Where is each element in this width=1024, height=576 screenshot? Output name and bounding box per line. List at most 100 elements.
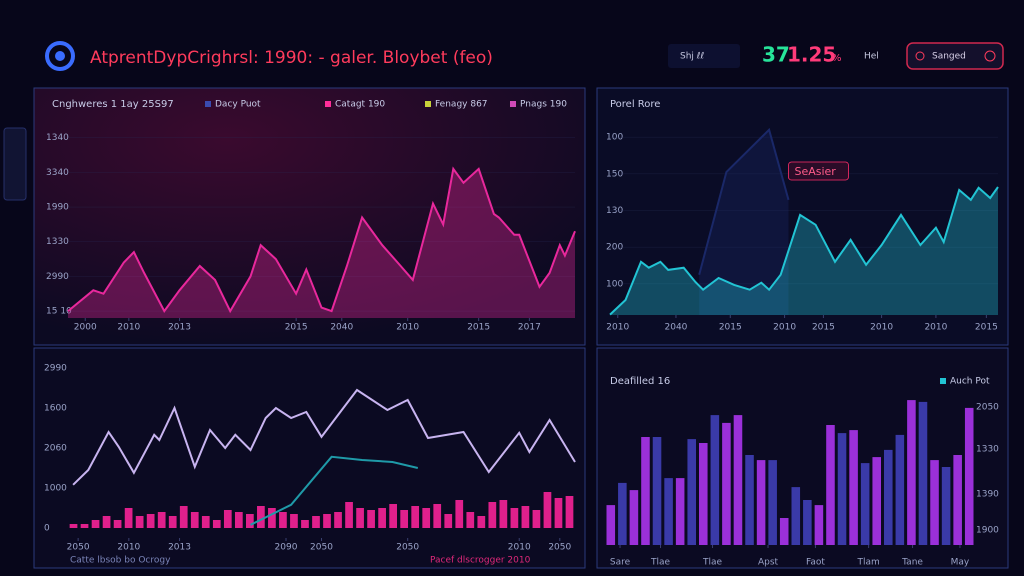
bar <box>69 524 78 528</box>
x-tick-label: 2000 <box>74 323 97 333</box>
bar <box>768 460 777 545</box>
bar <box>941 467 951 545</box>
bar <box>814 505 824 545</box>
bar <box>837 433 847 545</box>
legend-label: Pnags 190 <box>520 100 567 110</box>
x-tick-label: 2010 <box>606 323 629 333</box>
bar <box>488 502 497 528</box>
x-tick-label: 2010 <box>773 323 796 333</box>
panel-title: Deafilled 16 <box>610 376 670 387</box>
bar <box>290 514 298 528</box>
bar <box>779 518 789 545</box>
bar <box>102 516 111 528</box>
y-tick-label: 2990 <box>46 272 69 282</box>
status: Shj ℓℓ <box>680 52 704 62</box>
area-fill <box>699 129 789 315</box>
bar <box>826 425 835 545</box>
y-tick-label: 3340 <box>46 168 69 178</box>
bar <box>135 516 144 528</box>
bar <box>223 510 232 528</box>
x-tick-label: 2015 <box>285 323 308 333</box>
line <box>250 455 419 526</box>
y-tick-label: 1390 <box>976 490 999 500</box>
legend-label: Dacy Puot <box>215 100 261 110</box>
y-tick-label: 1990 <box>46 203 69 213</box>
bar <box>722 422 731 545</box>
bar <box>146 514 155 528</box>
panel-title: Cnghweres 1 1ay 25S97 <box>52 99 174 110</box>
bar <box>168 516 177 528</box>
bar <box>234 512 243 528</box>
y-tick-label: 0 <box>44 524 50 534</box>
y-tick-label: 1600 <box>44 404 67 414</box>
line <box>609 186 999 316</box>
stat-unit: % <box>832 53 842 64</box>
y-tick-label: 2060 <box>44 444 67 454</box>
x-tick-label: Apst <box>758 558 779 568</box>
bar <box>618 482 627 545</box>
bar <box>733 415 743 545</box>
x-tick-label: 2010 <box>924 323 947 333</box>
x-tick-label: 2090 <box>275 543 298 553</box>
bar <box>641 437 650 545</box>
x-tick-label: Faot <box>806 558 825 568</box>
button[interactable] <box>906 42 1004 70</box>
bar <box>378 508 386 528</box>
bar <box>157 512 166 528</box>
bar <box>124 508 133 528</box>
bar <box>367 510 375 528</box>
bar <box>675 478 685 545</box>
bar <box>179 506 188 528</box>
logo[interactable] <box>45 41 75 71</box>
stat-b: 1.25 <box>787 43 836 67</box>
legend-label: Auch Pot <box>950 377 990 387</box>
x-tick-label: 2015 <box>975 323 998 333</box>
button-label: Sanged <box>932 52 966 62</box>
x-tick-label: 2010 <box>117 323 140 333</box>
x-tick-label: Tlae <box>650 558 671 568</box>
bar <box>113 520 122 528</box>
bar <box>860 463 870 545</box>
x-tick-label: 2040 <box>330 323 353 333</box>
y-tick-label: 130 <box>606 206 623 216</box>
app-title: AtprentDypCrighrsl: 1990: - galer. Bloyb… <box>90 48 493 68</box>
bar <box>543 492 552 528</box>
y-tick-label: 150 <box>606 169 623 179</box>
bar <box>565 496 574 528</box>
bar <box>953 455 962 545</box>
y-tick-label: 1900 <box>976 526 999 536</box>
x-tick-label: 2010 <box>117 543 140 553</box>
bar <box>356 508 364 528</box>
annotation: SeAsier <box>794 165 836 178</box>
bar <box>664 478 673 545</box>
bar <box>629 490 639 545</box>
area-fill <box>68 168 575 318</box>
x-tick-label: 2010 <box>396 323 419 333</box>
legend-swatch <box>425 101 431 107</box>
bar <box>389 504 397 528</box>
bar <box>756 460 766 545</box>
bar <box>455 500 464 528</box>
legend-label: Catagt 190 <box>335 100 385 110</box>
x-tick-label: Tlae <box>702 558 723 568</box>
bar <box>400 510 409 528</box>
area-fill <box>610 187 998 315</box>
y-tick-label: 1340 <box>46 133 69 143</box>
bar <box>433 504 442 528</box>
y-tick-label: 15 10 <box>46 307 72 317</box>
x-tick-label: May <box>951 558 970 568</box>
x-tick-label: Tlam <box>856 558 879 568</box>
bar <box>91 520 100 528</box>
link[interactable]: Hel <box>864 52 879 62</box>
x-tick-label: 2015 <box>467 323 490 333</box>
bar <box>323 514 331 528</box>
bar <box>466 512 475 528</box>
y-tick-label: 1330 <box>46 237 69 247</box>
x-tick-label: Tane <box>901 558 923 568</box>
bar <box>895 434 905 545</box>
note: Pacef dlscrogger 2010 <box>430 556 531 566</box>
side-tab[interactable] <box>3 127 27 201</box>
x-tick-label: 2010 <box>870 323 893 333</box>
